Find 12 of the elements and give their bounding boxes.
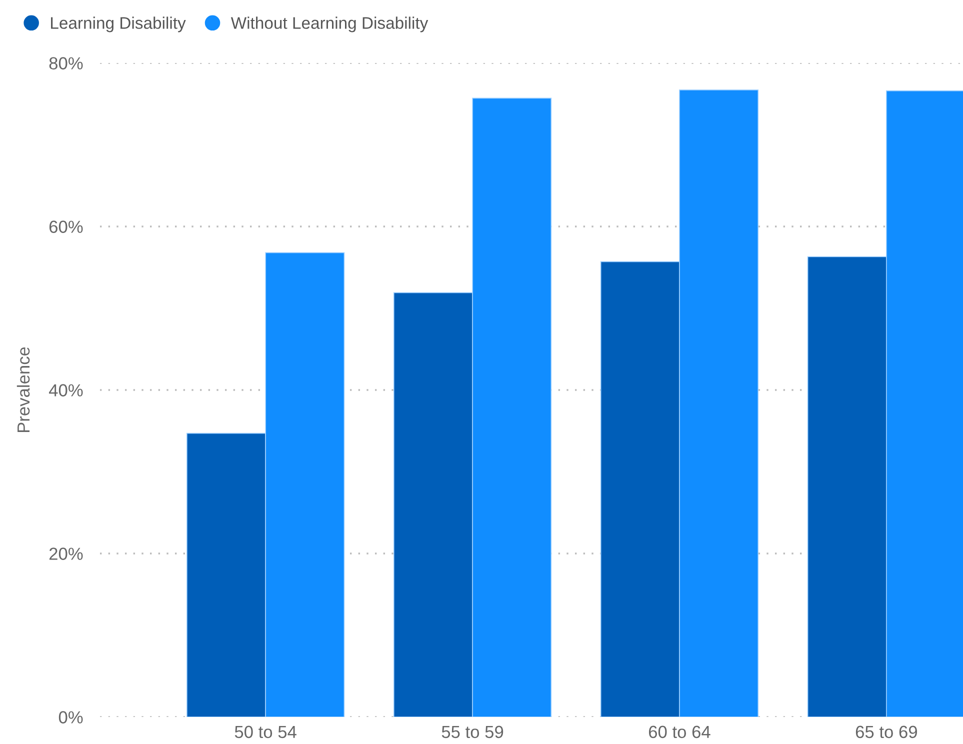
y-tick-label: 20% (49, 548, 83, 560)
x-tick-label: 55 to 59 (442, 726, 504, 738)
y-tick-label: 40% (48, 384, 83, 396)
x-tick-label: 60 to 64 (648, 726, 710, 738)
y-axis-title: Prevalence (16, 347, 30, 432)
legend-label: Learning Disability (51, 16, 186, 32)
x-tick-label: 50 to 54 (234, 726, 296, 738)
y-tick-label: 80% (49, 57, 83, 70)
y-tick-label: 0% (58, 711, 83, 724)
legend-label: Without Learning Disability (230, 16, 428, 32)
y-tick-label: 60% (49, 220, 83, 233)
x-tick-label: 65 to 69 (856, 726, 917, 738)
